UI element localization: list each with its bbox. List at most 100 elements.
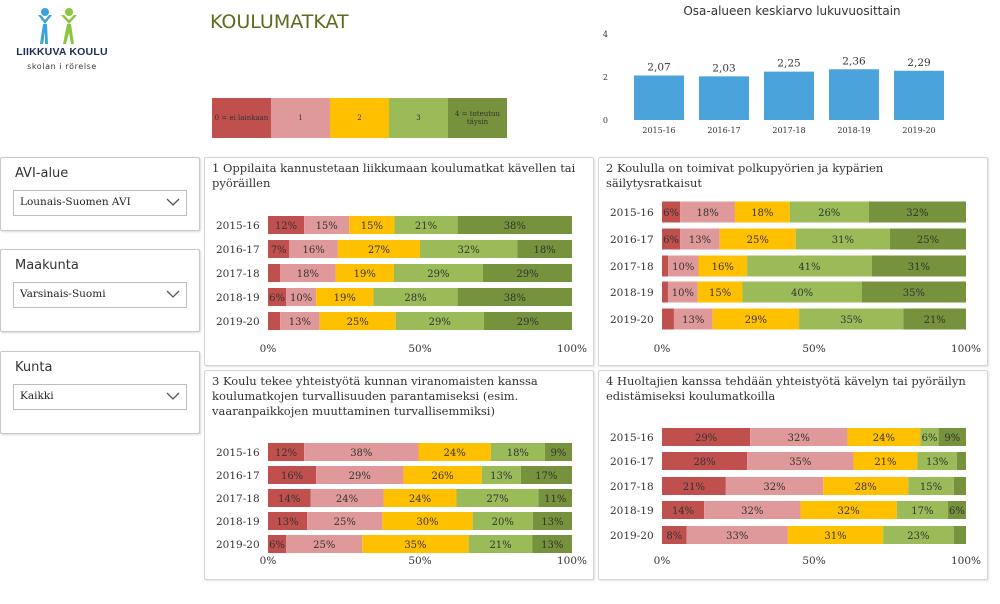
bar-segment: [662, 501, 705, 519]
data-label: 28%: [693, 457, 715, 468]
chart-title: 3 Koulu tekee yhteistyötä kunnan viranom…: [212, 374, 538, 418]
bar-segment: [520, 466, 572, 484]
data-label: 32%: [763, 482, 785, 493]
legend-label: 1: [298, 114, 303, 122]
data-label: 2,07: [647, 61, 670, 73]
bar-segment: [280, 312, 320, 330]
data-label: 15%: [316, 221, 338, 232]
category-label: 2016-17: [216, 470, 260, 482]
data-label: 2,25: [777, 58, 800, 70]
data-label: 26%: [431, 471, 453, 482]
bar-segment: [304, 443, 419, 461]
data-label: 15%: [361, 221, 383, 232]
bar-segment: [662, 281, 668, 303]
category-label: 2019-20: [216, 539, 260, 551]
bar-segment: [420, 240, 518, 258]
data-label: 6%: [922, 433, 938, 444]
data-label: 29%: [427, 269, 449, 280]
data-label: 13%: [541, 517, 563, 528]
bar-segment: [662, 201, 681, 223]
bar-segment: [457, 288, 572, 306]
category-label: 2018-19: [610, 505, 654, 517]
bar-segment: [800, 501, 897, 519]
data-label: 25%: [347, 317, 369, 328]
bar-segment: [947, 501, 966, 519]
kunta-dropdown[interactable]: Kaikki: [13, 384, 187, 410]
data-label: 25%: [313, 540, 335, 551]
bar-segment: [483, 312, 572, 330]
bar-segment: [268, 264, 281, 282]
bar-segment: [319, 312, 396, 330]
average-bar: [894, 70, 944, 120]
bar-segment: [747, 255, 872, 277]
data-label: 21%: [489, 540, 511, 551]
bar-segment: [268, 288, 287, 306]
data-label: 32%: [837, 506, 859, 517]
dropdown-value: Kaikki: [20, 390, 54, 402]
x-tick-label: 2017-18: [772, 126, 805, 135]
data-label: 27%: [368, 245, 390, 256]
data-label: 13%: [289, 317, 311, 328]
legend-item-4: 4 = toteutuu täysin: [448, 98, 507, 138]
chart-title: 1 Oppilaita kannustetaan liikkumaan koul…: [212, 161, 576, 190]
bar-segment: [468, 535, 533, 553]
bar-segment: [680, 201, 735, 223]
y-tick-label: 4: [603, 30, 608, 39]
average-bar: [634, 75, 684, 120]
x-tick-label: 100%: [557, 343, 587, 355]
bar-segment: [349, 216, 395, 234]
category-label: 2015-16: [610, 432, 654, 444]
stacked-bar-chart-3: 2015-16 12% 38% 24% 18% 9% 2016-17 16% 29% 26% 13%…: [216, 443, 587, 567]
data-label: 2,03: [712, 62, 735, 74]
filter-avi-alue: AVI-alue Lounais-Suomen AVI: [0, 157, 200, 231]
x-tick-label: 50%: [408, 343, 431, 355]
legend-item-1: 1: [271, 98, 330, 138]
data-label: 31%: [832, 235, 854, 246]
bar-segment: [286, 288, 317, 306]
bar-segment: [662, 308, 674, 330]
data-label: 17%: [535, 471, 557, 482]
chart-panel-1: 1 Oppilaita kannustetaan liikkumaan koul…: [204, 157, 594, 366]
filter-kunta: Kunta Kaikki: [0, 351, 200, 434]
maakunta-dropdown[interactable]: Varsinais-Suomi: [13, 282, 187, 308]
category-label: 2015-16: [216, 220, 260, 232]
data-label: 6%: [269, 540, 285, 551]
data-label: 18%: [507, 448, 529, 459]
bar-segment: [799, 308, 904, 330]
data-label: 24%: [873, 433, 895, 444]
bar-segment: [662, 228, 681, 250]
data-label: 25%: [747, 235, 769, 246]
bar-segment: [289, 240, 338, 258]
bar-segment: [403, 466, 482, 484]
bar-segment: [668, 255, 699, 277]
bar-segment: [418, 443, 491, 461]
x-tick-label: 0%: [260, 555, 277, 567]
bar-segment: [662, 428, 751, 446]
data-label: 13%: [689, 235, 711, 246]
data-label: 29%: [349, 471, 371, 482]
data-label: 21%: [924, 315, 946, 326]
dropdown-value: Varsinais-Suomi: [20, 288, 106, 300]
bar-segment: [938, 428, 966, 446]
data-label: 2,36: [842, 55, 866, 67]
data-label: 16%: [302, 245, 324, 256]
avi-alue-dropdown[interactable]: Lounais-Suomen AVI: [13, 190, 187, 216]
bar-segment: [742, 281, 862, 303]
data-label: 21%: [874, 457, 896, 468]
bar-segment: [861, 281, 966, 303]
bar-segment: [383, 489, 457, 507]
category-label: 2017-18: [216, 268, 260, 280]
chart-panel-4: 4 Huoltajien kanssa tehdään yhteistyötä …: [598, 370, 988, 580]
x-tick-label: 50%: [802, 343, 825, 355]
data-label: 19%: [334, 293, 356, 304]
legend-label: 3: [416, 114, 421, 122]
bar-segment: [268, 240, 290, 258]
data-label: 21%: [683, 482, 705, 493]
category-label: 2018-19: [610, 287, 654, 299]
bar-segment: [394, 216, 458, 234]
data-label: 28%: [855, 482, 877, 493]
bar-segment: [316, 466, 404, 484]
y-tick-label: 0: [603, 116, 608, 125]
bar-segment: [457, 216, 572, 234]
chart-title: 4 Huoltajien kanssa tehdään yhteistyötä …: [606, 374, 966, 403]
